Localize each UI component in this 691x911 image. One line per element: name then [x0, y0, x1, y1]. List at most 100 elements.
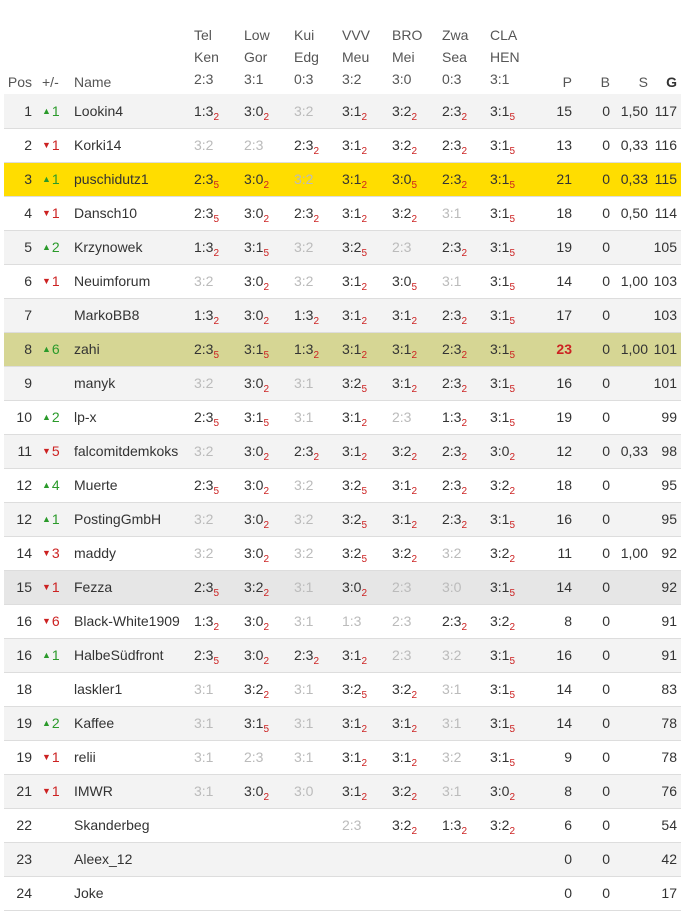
- player-name[interactable]: Muerte: [74, 477, 118, 493]
- table-row[interactable]: 2 ▼1 Korki14 3:2 2:3 2:32 3:12 3:22 2:32 3:15 13 0 0…: [4, 128, 681, 162]
- table-row[interactable]: 16 ▲1 HalbeSüdfront 2:35 3:02 2:32 3:12 2:3 3:2 3…: [4, 638, 681, 672]
- bonus-cell: 0: [602, 477, 610, 493]
- col-header-points[interactable]: P: [562, 74, 572, 90]
- tip-score: 3:2: [244, 681, 264, 697]
- tip-cell: 3:22: [388, 536, 438, 570]
- player-name[interactable]: Krzynowek: [74, 239, 143, 255]
- tip-score: 2:3: [294, 137, 314, 153]
- rank-cell: 18: [16, 681, 32, 697]
- table-row[interactable]: 9 manyk 3:2 3:02 3:1 3:25 3:12 2:32 3:15 16 0 101: [4, 366, 681, 400]
- table-row[interactable]: 7 MarkoBB8 1:32 3:02 1:32 3:12 3:12 2:32 3:15 17 0…: [4, 298, 681, 332]
- table-row[interactable]: 18 laskler1 3:1 3:22 3:1 3:25 3:22 3:1 3:15 14 0 83: [4, 672, 681, 706]
- player-name[interactable]: PostingGmbH: [74, 511, 162, 527]
- col-header-match[interactable]: Tel Ken 2:3: [194, 27, 219, 87]
- rank-cell: 12: [16, 511, 32, 527]
- table-row[interactable]: 11 ▼5 falcomitdemkoks 3:2 3:02 2:32 3:12 3:22 2:…: [4, 434, 681, 468]
- tip-cell: 3:15: [240, 332, 290, 366]
- total-cell: 101: [653, 375, 677, 391]
- player-name[interactable]: laskler1: [74, 681, 123, 697]
- tip-score: 3:1: [294, 681, 314, 697]
- tip-points: 2: [313, 316, 320, 327]
- table-row[interactable]: 4 ▼1 Dansch10 2:35 3:02 2:32 3:12 3:22 3:1 3:15 18…: [4, 196, 681, 230]
- tip-cell: 3:22: [486, 604, 538, 638]
- table-row[interactable]: 8 ▲6 zahi 2:35 3:15 1:32 3:12 3:12 2:32 3:15 23 0 1,…: [4, 332, 681, 366]
- table-row[interactable]: 16 ▼6 Black-White1909 1:32 3:02 3:1 1:3 2:3 2:32…: [4, 604, 681, 638]
- standings-table: Pos +/- Name Tel Ken 2:3 Low Gor 3:1 Kui Edg 0…: [4, 24, 681, 911]
- player-name[interactable]: IMWR: [74, 783, 113, 799]
- col-header-match[interactable]: CLA HEN 3:1: [490, 27, 520, 87]
- table-row[interactable]: 19 ▼1 relii 3:1 2:3 3:1 3:12 3:12 3:2 3:15 9 0 78: [4, 740, 681, 774]
- player-name[interactable]: Korki14: [74, 137, 122, 153]
- bonus-cell: 0: [602, 307, 610, 323]
- player-name[interactable]: lp-x: [74, 409, 97, 425]
- player-name[interactable]: Fezza: [74, 579, 113, 595]
- tip-cell: 2:32: [290, 434, 338, 468]
- col-header-match[interactable]: VVV Meu 3:2: [342, 27, 371, 87]
- player-name[interactable]: Lookin4: [74, 102, 124, 119]
- table-row[interactable]: 12 ▲1 PostingGmbH 3:2 3:02 3:2 3:25 3:12 2:32 3:1…: [4, 502, 681, 536]
- player-name[interactable]: puschidutz1: [74, 171, 149, 187]
- tip-cell: 3:05: [388, 162, 438, 196]
- table-row[interactable]: 19 ▲2 Kaffee 3:1 3:15 3:1 3:12 3:12 3:1 3:15 14 0 78: [4, 706, 681, 740]
- player-name[interactable]: Joke: [74, 885, 104, 901]
- tip-cell: 3:02: [240, 298, 290, 332]
- tip-cell: 3:12: [338, 298, 388, 332]
- tip-score: 3:1: [342, 341, 362, 357]
- player-name[interactable]: relii: [74, 749, 96, 765]
- player-name[interactable]: manyk: [74, 375, 116, 391]
- table-row[interactable]: 3 ▲1 puschidutz1 2:35 3:02 3:2 3:12 3:05 2:32 3:1…: [4, 162, 681, 196]
- player-name[interactable]: Aleex_12: [74, 851, 133, 867]
- tip-cell: 3:02: [240, 366, 290, 400]
- player-name[interactable]: Neuimforum: [74, 273, 151, 289]
- player-name[interactable]: Dansch10: [74, 205, 138, 221]
- tip-points: 2: [411, 214, 418, 225]
- player-name[interactable]: Kaffee: [74, 715, 115, 731]
- col-header-match[interactable]: Kui Edg 0:3: [294, 27, 319, 87]
- player-name[interactable]: zahi: [74, 341, 100, 357]
- table-row[interactable]: 6 ▼1 Neuimforum 3:2 3:02 3:2 3:12 3:05 3:1 3:15 14…: [4, 264, 681, 298]
- tip-points: 2: [263, 690, 270, 701]
- col-header-bonus[interactable]: B: [600, 74, 610, 90]
- table-row[interactable]: 21 ▼1 IMWR 3:1 3:02 3:0 3:12 3:22 3:1 3:02 8 0 76: [4, 774, 681, 808]
- tip-score: 2:3: [442, 137, 462, 153]
- table-row[interactable]: 23 Aleex_12 0 0 42: [4, 842, 681, 876]
- table-row[interactable]: 22 Skanderbeg 2:3 3:22 1:32 3:22 6 0 54: [4, 808, 681, 842]
- col-header-match[interactable]: BRO Mei 3:0: [392, 27, 423, 87]
- table-row[interactable]: 10 ▲2 lp-x 2:35 3:15 3:1 3:12 2:3 1:32 3:15 19 0 99: [4, 400, 681, 434]
- tip-cell: 3:22: [388, 128, 438, 162]
- col-header-s[interactable]: S: [638, 74, 648, 90]
- player-name[interactable]: Skanderbeg: [74, 817, 150, 833]
- table-row[interactable]: 14 ▼3 maddy 3:2 3:02 3:2 3:25 3:22 3:2 3:22 11 0 1,0…: [4, 536, 681, 570]
- table-row[interactable]: 24 Joke 0 0 17: [4, 876, 681, 910]
- col-header-total[interactable]: G: [666, 74, 677, 90]
- player-name[interactable]: MarkoBB8: [74, 307, 140, 323]
- player-name[interactable]: Black-White1909: [74, 613, 180, 629]
- arrow-down-icon: ▼: [42, 276, 51, 286]
- tip-cell: 3:02: [240, 196, 290, 230]
- rank-change-cell: ▼1: [40, 774, 70, 808]
- col-header-match[interactable]: Zwa Sea 0:3: [442, 27, 469, 87]
- player-name[interactable]: falcomitdemkoks: [74, 443, 179, 459]
- bonus-cell: 0: [602, 341, 610, 357]
- col-header-match[interactable]: Low Gor 3:1: [244, 27, 270, 87]
- arrow-up-icon: ▲: [42, 650, 51, 660]
- tip-points: 2: [263, 180, 270, 191]
- col-header-change[interactable]: +/-: [42, 74, 59, 90]
- tip-cell: 2:3: [388, 570, 438, 604]
- col-header-pos[interactable]: Pos: [7, 74, 32, 90]
- player-name[interactable]: maddy: [74, 545, 117, 561]
- rank-change-cell: ▲6: [40, 332, 70, 366]
- tip-cell: 3:2: [438, 740, 486, 774]
- table-row[interactable]: 12 ▲4 Muerte 2:35 3:02 3:2 3:25 3:12 2:32 3:22 18 0…: [4, 468, 681, 502]
- table-row[interactable]: 5 ▲2 Krzynowek 1:32 3:15 3:2 3:25 2:3 2:32 3:15 19…: [4, 230, 681, 264]
- table-row[interactable]: 15 ▼1 Fezza 2:35 3:22 3:1 3:02 2:3 3:0 3:15 14 0 92: [4, 570, 681, 604]
- table-row[interactable]: 1 ▲1 Lookin4 1:32 3:02 3:2 3:12 3:22 2:32 3:15 15 0…: [4, 94, 681, 128]
- tip-cell: 3:15: [486, 502, 538, 536]
- col-header-name[interactable]: Name: [74, 74, 112, 90]
- bonus-cell: 0: [602, 511, 610, 527]
- tip-cell: 3:15: [486, 638, 538, 672]
- player-name[interactable]: HalbeSüdfront: [74, 647, 164, 663]
- tip-points: 5: [509, 724, 516, 735]
- tip-score: 3:1: [490, 307, 510, 323]
- tip-points: 5: [263, 248, 270, 259]
